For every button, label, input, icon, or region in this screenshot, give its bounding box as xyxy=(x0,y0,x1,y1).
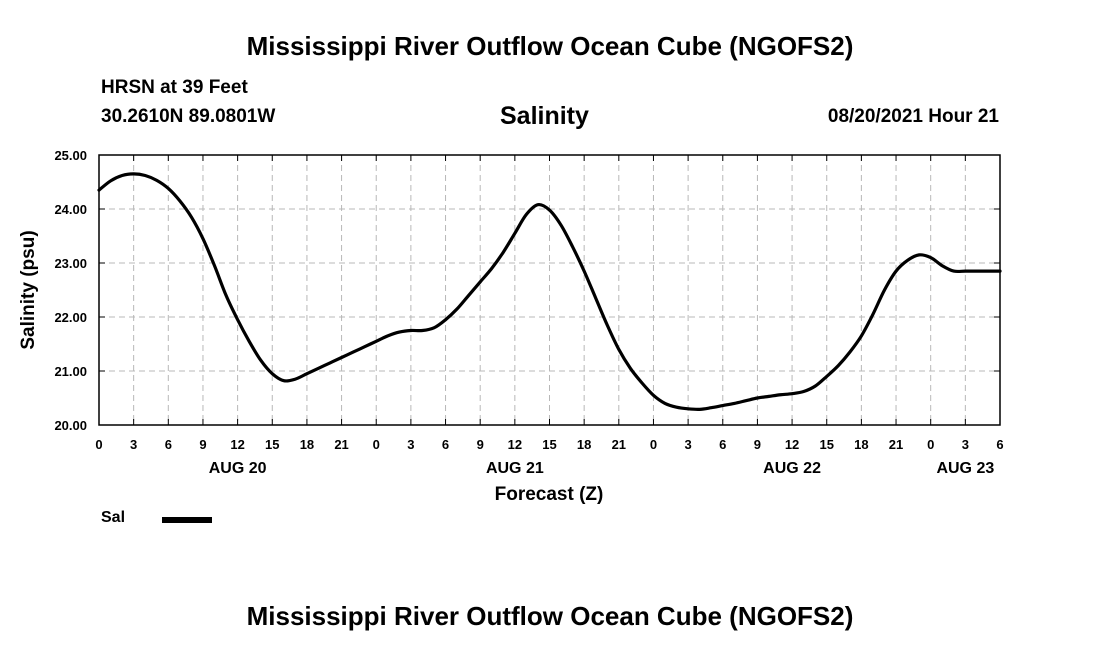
station-coords: 30.2610N 89.0801W xyxy=(101,106,276,127)
date-label: AUG 20 xyxy=(209,460,267,477)
x-tick-label: 6 xyxy=(442,437,449,452)
x-tick-label: 0 xyxy=(95,437,102,452)
page-title: Mississippi River Outflow Ocean Cube (NG… xyxy=(246,31,854,61)
x-tick-label: 21 xyxy=(889,437,903,452)
x-tick-label: 9 xyxy=(754,437,761,452)
x-tick-label: 0 xyxy=(927,437,934,452)
y-tick-label: 24.00 xyxy=(54,202,87,217)
x-tick-label: 12 xyxy=(785,437,799,452)
x-tick-label: 18 xyxy=(300,437,314,452)
y-tick-label: 22.00 xyxy=(54,310,87,325)
y-tick-label: 25.00 xyxy=(54,148,87,163)
x-tick-label: 3 xyxy=(684,437,691,452)
x-tick-label: 3 xyxy=(962,437,969,452)
series xyxy=(97,172,1002,411)
x-tick-label: 15 xyxy=(819,437,833,452)
y-tick-label: 21.00 xyxy=(54,364,87,379)
date-label: AUG 21 xyxy=(486,460,544,477)
x-axis: 0 3 6 9 12 15 18 21 0 3 6 9 12 15 18 21 0 3 6 9 12 15 18 21 0 3 6 xyxy=(95,155,1004,452)
x-tick-label: 15 xyxy=(265,437,279,452)
x-tick-label: 0 xyxy=(650,437,657,452)
legend-swatch xyxy=(162,517,212,523)
x-tick-label: 3 xyxy=(407,437,414,452)
x-tick-label: 6 xyxy=(165,437,172,452)
x-tick-label: 21 xyxy=(612,437,626,452)
y-tick-label: 20.00 xyxy=(54,418,87,433)
date-label: AUG 23 xyxy=(936,460,994,477)
x-tick-label: 12 xyxy=(508,437,522,452)
x-tick-label: 12 xyxy=(230,437,244,452)
x-tick-label: 9 xyxy=(477,437,484,452)
legend-label: Sal xyxy=(101,509,126,526)
x-tick-label: 9 xyxy=(199,437,206,452)
x-tick-label: 21 xyxy=(334,437,348,452)
series-line-sal xyxy=(97,172,1002,411)
x-tick-label: 6 xyxy=(719,437,726,452)
x-axis-title: Forecast (Z) xyxy=(495,484,604,505)
station-name: HRSN at 39 Feet xyxy=(101,77,248,98)
y-tick-label: 23.00 xyxy=(54,256,87,271)
footer-title: Mississippi River Outflow Ocean Cube (NG… xyxy=(246,601,854,631)
x-tick-label: 0 xyxy=(373,437,380,452)
grid xyxy=(99,155,1000,425)
date-label: AUG 22 xyxy=(763,460,821,477)
x-tick-label: 3 xyxy=(130,437,137,452)
x-tick-label: 18 xyxy=(854,437,868,452)
issued-timestamp: 08/20/2021 Hour 21 xyxy=(827,106,999,127)
x-tick-label: 6 xyxy=(996,437,1003,452)
y-axis: 20.00 21.00 22.00 23.00 24.00 25.00 xyxy=(54,148,1000,433)
y-axis-title: Salinity (psu) xyxy=(18,230,39,349)
plot-title: Salinity xyxy=(500,102,589,130)
x-tick-label: 15 xyxy=(542,437,556,452)
date-labels: AUG 20 AUG 21 AUG 22 AUG 23 xyxy=(209,460,995,477)
x-tick-label: 18 xyxy=(577,437,591,452)
